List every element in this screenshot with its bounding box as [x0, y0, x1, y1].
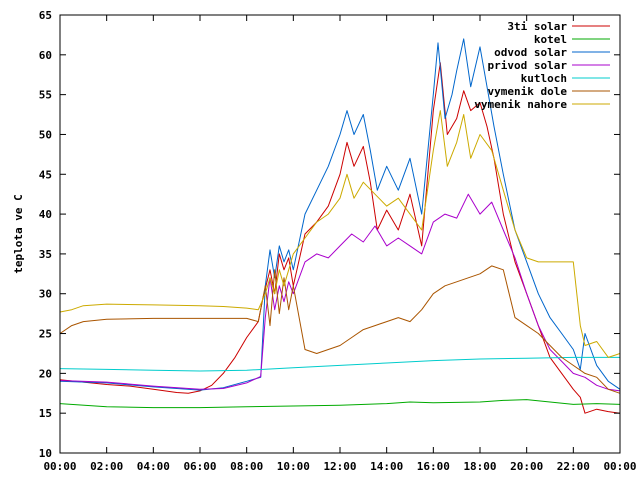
y-tick-label: 20 [39, 367, 52, 380]
y-tick-label: 65 [39, 9, 52, 22]
y-axis-label: teplota ve C [12, 194, 25, 273]
y-tick-label: 55 [39, 89, 52, 102]
legend-label: kotel [534, 33, 567, 46]
legend-label: kutloch [521, 72, 567, 85]
x-tick-label: 02:00 [90, 460, 123, 473]
y-tick-label: 30 [39, 288, 52, 301]
x-tick-label: 16:00 [417, 460, 450, 473]
legend-label: privod solar [488, 59, 568, 72]
y-tick-label: 15 [39, 407, 52, 420]
x-tick-label: 00:00 [43, 460, 76, 473]
y-tick-label: 10 [39, 447, 52, 460]
series-line-vymenik-dole [59, 265, 621, 394]
x-tick-label: 00:00 [603, 460, 636, 473]
series-layer [59, 38, 621, 414]
y-tick-label: 45 [39, 168, 52, 181]
series-line-kotel [59, 399, 621, 409]
x-tick-label: 18:00 [463, 460, 496, 473]
y-tick-label: 40 [39, 208, 52, 221]
x-tick-label: 06:00 [183, 460, 216, 473]
x-tick-label: 04:00 [137, 460, 170, 473]
series-line-odvod-solar [59, 38, 621, 391]
x-tick-label: 22:00 [557, 460, 590, 473]
legend-label: vymenik nahore [474, 98, 567, 111]
y-tick-label: 25 [39, 328, 52, 341]
legend-label: 3ti solar [507, 20, 567, 33]
legend-label: vymenik dole [488, 85, 568, 98]
tick-layer: 10 15 20 25 30 35 40 45 50 55 60 65 00:00 02:00 04:00 0… [39, 9, 637, 473]
y-tick-label: 35 [39, 248, 52, 261]
series-line-privod-solar [59, 193, 621, 392]
y-tick-label: 60 [39, 49, 52, 62]
x-tick-label: 10:00 [277, 460, 310, 473]
y-tick-label: 50 [39, 128, 52, 141]
legend-label: odvod solar [494, 46, 567, 59]
series-line-kutloch [59, 356, 620, 372]
series-line-vymenik-nahore [59, 110, 621, 358]
x-tick-label: 20:00 [510, 460, 543, 473]
x-tick-label: 12:00 [323, 460, 356, 473]
x-tick-label: 14:00 [370, 460, 403, 473]
x-tick-label: 08:00 [230, 460, 263, 473]
